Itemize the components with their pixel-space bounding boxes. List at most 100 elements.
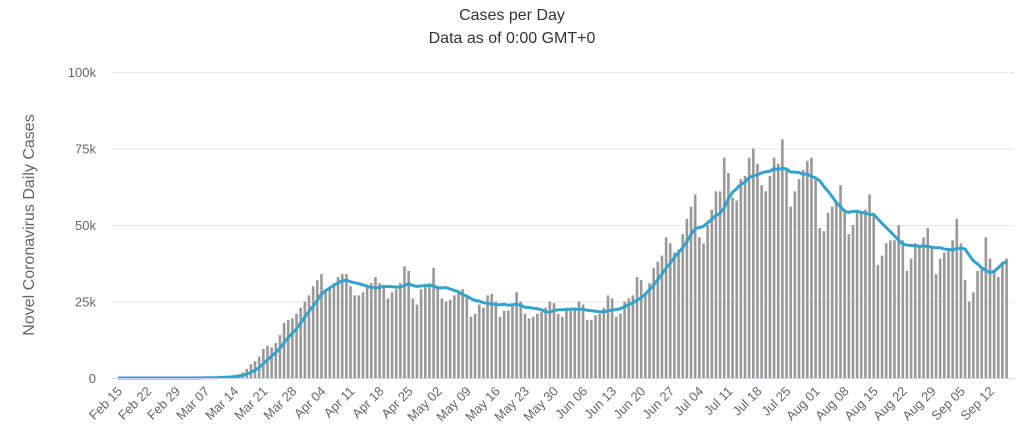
bar <box>444 301 448 378</box>
bar <box>797 179 801 378</box>
bar <box>984 237 988 378</box>
bar <box>818 228 822 378</box>
bar <box>743 176 747 378</box>
bar <box>419 289 423 378</box>
bar <box>760 185 763 378</box>
bar <box>693 194 697 378</box>
bar <box>274 342 278 378</box>
bar <box>531 316 535 378</box>
bar <box>378 283 381 378</box>
y-axis-label: Novel Coronavirus Daily Cases <box>21 114 38 335</box>
bar <box>345 273 348 378</box>
bar <box>967 301 971 378</box>
bar <box>677 249 680 378</box>
bar <box>859 212 863 378</box>
bar <box>976 270 979 378</box>
x-tick-label: Jul 04 <box>671 384 706 419</box>
bar <box>432 267 435 378</box>
bar <box>303 301 307 378</box>
bar <box>889 240 892 378</box>
bar <box>610 298 614 378</box>
bar <box>814 179 817 378</box>
bar <box>407 270 410 378</box>
x-tick-label: Jun 13 <box>581 384 619 422</box>
bar <box>947 249 950 378</box>
bar <box>909 258 913 378</box>
bar <box>835 203 838 378</box>
bar <box>291 318 294 378</box>
bar <box>922 237 925 378</box>
bar <box>316 280 319 378</box>
x-tick-label: Jul 11 <box>701 384 735 418</box>
bar <box>864 209 867 378</box>
y-tick-label: 100k <box>68 65 97 80</box>
bar <box>718 191 722 378</box>
bar <box>581 304 585 378</box>
bar <box>523 313 527 378</box>
bar <box>357 295 361 378</box>
bar <box>830 206 834 378</box>
bar <box>664 237 668 378</box>
chart-subtitle: Data as of 0:00 GMT+0 <box>429 30 596 47</box>
bar <box>382 286 386 378</box>
bar <box>805 160 809 378</box>
bar <box>1005 258 1008 378</box>
bar <box>992 270 996 378</box>
bar <box>648 283 651 378</box>
bar <box>598 313 601 378</box>
bar <box>901 240 905 378</box>
bar <box>772 157 776 378</box>
bar <box>913 243 917 378</box>
bar <box>619 313 622 378</box>
bar <box>938 258 942 378</box>
bar <box>440 298 444 378</box>
y-tick-label: 0 <box>89 371 96 386</box>
bar <box>411 298 415 378</box>
bar <box>295 313 298 378</box>
bar <box>972 292 975 378</box>
bar <box>826 212 830 378</box>
bar <box>386 298 390 378</box>
bar <box>727 172 730 378</box>
bar <box>594 315 597 378</box>
bar <box>639 280 643 378</box>
bar <box>299 307 303 378</box>
bar <box>880 255 884 378</box>
x-tick-label: Jun 20 <box>610 384 648 422</box>
bar <box>324 289 327 378</box>
bar <box>332 283 336 378</box>
bar <box>286 319 290 378</box>
bar <box>365 286 369 378</box>
bar <box>548 301 552 378</box>
x-tick-label: Jun 27 <box>639 384 677 422</box>
bar <box>536 313 539 378</box>
bar <box>884 243 888 378</box>
bar <box>764 191 768 378</box>
bar <box>959 243 963 378</box>
bar <box>698 237 701 378</box>
bar <box>369 283 373 378</box>
bar <box>951 240 954 378</box>
bar <box>585 319 589 378</box>
bar <box>656 261 660 378</box>
bar <box>810 157 813 378</box>
bar <box>781 139 784 378</box>
bar <box>461 289 464 378</box>
bar <box>756 163 759 378</box>
bar <box>361 292 365 378</box>
bar <box>490 293 494 378</box>
bar <box>847 234 851 378</box>
bar <box>507 310 510 378</box>
bar <box>282 322 286 378</box>
bar <box>340 273 344 378</box>
bar <box>394 289 398 378</box>
bar <box>390 292 394 378</box>
bar <box>602 307 606 378</box>
bar <box>494 301 498 378</box>
bar <box>349 286 352 378</box>
bar <box>714 191 718 378</box>
bar <box>822 231 826 378</box>
bar <box>515 292 518 378</box>
bar <box>955 218 959 378</box>
